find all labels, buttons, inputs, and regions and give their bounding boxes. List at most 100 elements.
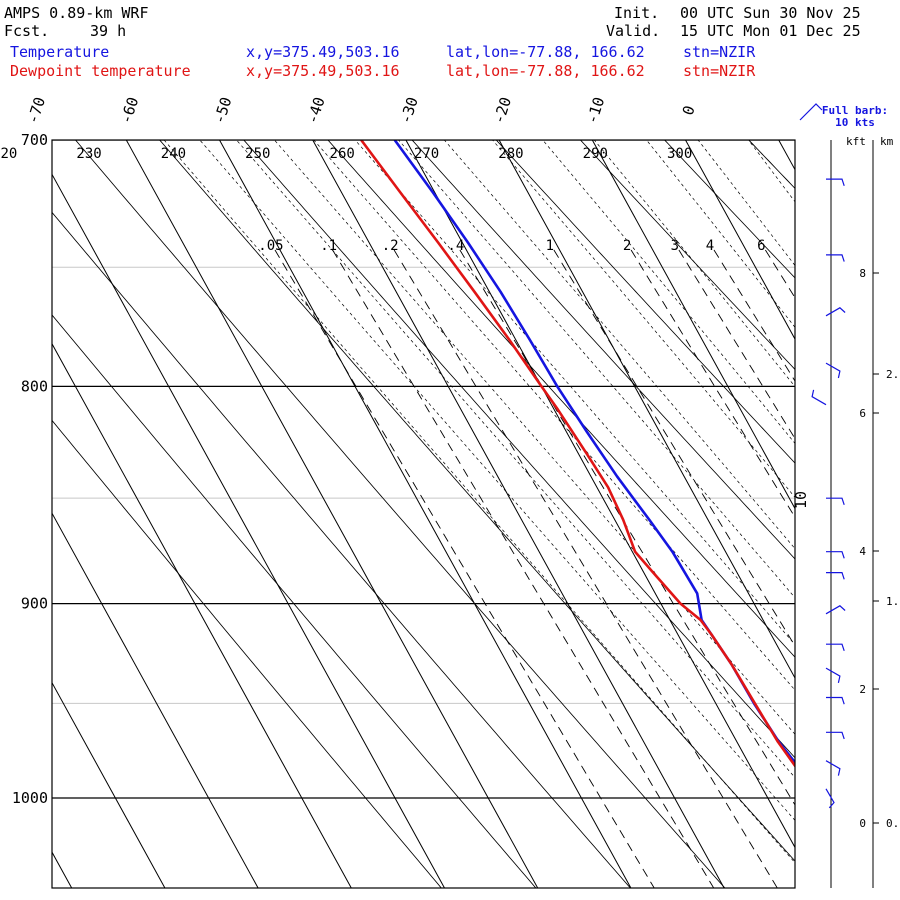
isotherm-line (52, 342, 352, 888)
mixing-ratio-line (678, 249, 795, 440)
wind-barb (826, 178, 845, 186)
isotherm-line (218, 140, 632, 888)
dewpoint-line (360, 140, 795, 768)
mixing-ratio-tick-label: 4 (706, 238, 714, 254)
dry-adiabat-line (663, 140, 795, 279)
legend-dewpoint-stn: stn=NZIR (683, 62, 756, 80)
isotherm-line (125, 140, 539, 888)
legend-temperature-label: Temperature (10, 43, 110, 61)
isotherm-tick-label: -30 (396, 95, 421, 126)
wind-barb (826, 643, 845, 651)
plot-frame (51, 139, 796, 889)
fcst-hours: 39 h (90, 22, 127, 40)
valid-label: Valid. (606, 22, 661, 40)
pressure-tick-label: 1000 (12, 789, 48, 807)
wind-barb (826, 497, 845, 505)
isotherm-tick-label: -10 (583, 95, 608, 126)
moist-adiabat-line (398, 140, 795, 599)
dry-adiabat-line (52, 211, 631, 888)
isotherm-line (498, 140, 795, 680)
theta-tick-label: 290 (583, 146, 608, 162)
dry-adiabat-line (52, 314, 537, 888)
km-tick-label: 2. (886, 368, 899, 381)
isotherm-line (591, 140, 795, 510)
model-title: AMPS 0.89-km WRF (4, 4, 149, 22)
isotherm-line (52, 851, 73, 888)
km-label: km (880, 135, 894, 148)
moist-adiabat-line (163, 140, 795, 864)
wind-barb (825, 307, 846, 317)
moist-adiabat-line (273, 140, 795, 735)
wind-barb (826, 696, 845, 705)
isotherm-line (52, 173, 446, 888)
mixing-ratio-line (553, 249, 795, 647)
km-tick-label: 1. (886, 595, 899, 608)
dry-adiabat-line (327, 140, 795, 658)
legend-temperature-latlon: lat,lon=-77.88, 166.62 (446, 43, 645, 61)
isotherm-line (312, 140, 725, 888)
mixing-ratio-tick-label: .05 (258, 238, 283, 254)
dry-adiabat-line (52, 419, 442, 888)
mixing-ratio-tick-label: .2 (382, 238, 399, 254)
wind-barb (826, 731, 845, 740)
wind-barb (825, 788, 835, 809)
dry-adiabat-line (495, 140, 795, 464)
legend-temperature-stn: stn=NZIR (683, 43, 756, 61)
moist-adiabat-line (646, 140, 795, 328)
valid-time: 15 UTC Mon 01 Dec 25 (680, 22, 861, 40)
mixing-ratio-tick-label: 1 (546, 238, 554, 254)
dry-adiabat-line (74, 140, 726, 888)
theta-tick-label: 270 (414, 146, 439, 162)
theta-tick-label: 280 (498, 146, 523, 162)
barb-key-icon (799, 103, 823, 121)
theta-tick-label: 230 (76, 146, 101, 162)
dry-adiabat-line (243, 140, 795, 759)
moist-adiabat-line (707, 17, 900, 888)
isotherm-line (405, 140, 795, 849)
km-tick-label: 0. (886, 817, 899, 830)
kft-tick-label: 4 (859, 545, 866, 558)
isotherm-line (684, 140, 795, 341)
moist-adiabat-line (236, 140, 795, 779)
mixing-ratio-tick-label: 3 (671, 238, 679, 254)
mixing-ratio-tick-label: 2 (623, 238, 631, 254)
theta-tick-label: 220 (0, 146, 17, 162)
isotherm-tick-label: -20 (490, 95, 515, 126)
isotherm-tick-label: 0 (679, 103, 699, 117)
isotherm-tick-label: -40 (303, 95, 328, 126)
wind-barb (825, 362, 841, 379)
moist-adiabat-line (199, 140, 795, 821)
barb-key-line1: Full barb: (822, 104, 888, 117)
moist-adiabat-line (443, 140, 795, 550)
mixing-ratio-tick-label: .4 (447, 238, 464, 254)
theta-tick-label: 250 (245, 146, 270, 162)
dry-adiabat-line (411, 140, 795, 560)
dry-adiabat-line (814, 120, 900, 894)
kft-tick-label: 8 (859, 267, 866, 280)
mixing-ratio-tick-label: .1 (320, 238, 337, 254)
mixing-ratio-line (332, 249, 715, 888)
moist-adiabat-line (756, 17, 900, 888)
moist-adiabat-line (542, 140, 795, 444)
theta-tick-label: 300 (667, 146, 692, 162)
mixing-ratio-line (393, 249, 778, 888)
isotherm-line (778, 140, 795, 171)
wind-barb (825, 667, 841, 684)
dry-adiabat-line (579, 140, 795, 371)
isotherm-tick-label: -60 (117, 95, 142, 126)
isotherm-line (52, 512, 259, 888)
special-label: 10 (792, 491, 810, 509)
legend-temperature-xy: x,y=375.49,503.16 (246, 43, 400, 61)
legend-dewpoint-latlon: lat,lon=-77.88, 166.62 (446, 62, 645, 80)
wind-barb (826, 572, 845, 580)
mixing-ratio-line (274, 249, 655, 888)
mixing-ratio-tick-label: 6 (757, 238, 765, 254)
kft-tick-label: 6 (859, 407, 866, 420)
kft-tick-label: 2 (859, 683, 866, 696)
theta-tick-label: 240 (161, 146, 186, 162)
kft-label: kft (846, 135, 866, 148)
moist-adiabat-line (313, 140, 795, 691)
isotherm-tick-label: -70 (24, 95, 49, 126)
mixing-ratio-line (630, 249, 795, 519)
